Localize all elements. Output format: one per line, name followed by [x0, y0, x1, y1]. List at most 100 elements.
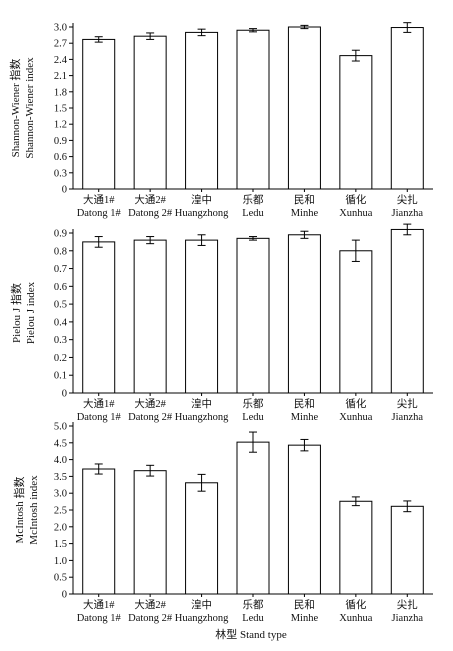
y-tick-label: 0.6 [54, 282, 67, 293]
bar [185, 239, 219, 394]
y-tick-label: 5.0 [54, 422, 67, 433]
bar [339, 55, 373, 190]
x-tick-label-en: Ledu [242, 412, 264, 423]
y-tick-label: 2.7 [54, 39, 67, 50]
x-tick-label-zh: 民和 [294, 194, 315, 206]
y-tick-label: 1.5 [54, 104, 67, 115]
y-tick-label: 0.5 [54, 300, 67, 311]
x-tick-label-en: Huangzhong [175, 412, 229, 423]
x-tick-label-en: Minhe [291, 613, 319, 624]
y-tick-label: 2.5 [54, 506, 67, 517]
y-tick-label: 1.2 [54, 120, 67, 131]
x-tick-label-zh: 乐都 [243, 599, 264, 611]
bar [236, 441, 270, 595]
y-tick-label: 0 [62, 389, 67, 400]
x-tick-label-en: Huangzhong [175, 208, 229, 219]
y-tick-label: 0.6 [54, 152, 67, 163]
x-tick-label-en: Jianzha [392, 208, 424, 219]
y-tick-label: 0.9 [54, 136, 67, 147]
bar [236, 29, 270, 190]
x-tick-label-en: Minhe [291, 412, 319, 423]
x-tick-label-en: Datong 1# [77, 613, 122, 624]
y-axis-label: McIntosh 指数 [12, 477, 26, 544]
x-tick-label-zh: 尖扎 [397, 193, 418, 206]
x-tick-label-zh: 循化 [345, 193, 366, 206]
y-axis-label: Pielou J 指数 [9, 283, 23, 343]
y-tick-label: 0.3 [54, 335, 67, 346]
bar [287, 26, 321, 190]
y-tick-label: 3.0 [54, 23, 67, 34]
bar [390, 505, 424, 595]
y-axis-label: Pielou J index [25, 281, 37, 344]
x-tick-label-zh: 大通1# [83, 397, 115, 410]
bar [82, 468, 116, 595]
bar [287, 444, 321, 595]
y-tick-label: 0.7 [54, 264, 67, 275]
y-tick-label: 2.4 [54, 55, 68, 66]
y-tick-label: 2.0 [54, 522, 67, 533]
x-tick-label-zh: 尖扎 [397, 598, 418, 611]
x-tick-label-zh: 民和 [294, 398, 315, 410]
bar [390, 27, 424, 190]
x-tick-label-en: Datong 2# [128, 412, 173, 423]
y-tick-label: 0.3 [54, 168, 67, 179]
bar [339, 250, 373, 394]
y-tick-label: 0.1 [54, 371, 67, 382]
bar [390, 228, 424, 394]
y-tick-label: 0.5 [54, 573, 67, 584]
bar [339, 500, 373, 595]
y-axis-label: Shannon-Wiener index [24, 57, 36, 159]
x-tick-label-zh: 乐都 [243, 398, 264, 410]
x-tick-label-en: Datong 1# [77, 412, 122, 423]
x-tick-label-zh: 大通1# [83, 193, 115, 206]
x-tick-label-en: Datong 2# [128, 613, 173, 624]
y-tick-label: 4.5 [54, 438, 67, 449]
bar [82, 38, 116, 190]
x-tick-label-zh: 尖扎 [397, 397, 418, 410]
x-tick-label-zh: 民和 [294, 599, 315, 611]
x-tick-label-en: Ledu [242, 613, 264, 624]
x-tick-label-zh: 大通2# [134, 397, 166, 410]
x-tick-label-zh: 大通1# [83, 598, 115, 611]
y-tick-label: 1.8 [54, 87, 67, 98]
x-tick-label-zh: 大通2# [134, 598, 166, 611]
y-tick-label: 0 [62, 185, 67, 196]
x-tick-label-en: Jianzha [392, 613, 424, 624]
y-tick-label: 1.0 [54, 556, 67, 567]
x-tick-label-en: Datong 2# [128, 208, 173, 219]
y-axis-label: Shannon-Wiener 指数 [8, 59, 22, 158]
x-tick-label-zh: 湟中 [191, 598, 212, 611]
x-tick-label-en: Huangzhong [175, 613, 229, 624]
x-tick-label-en: Xunhua [339, 412, 373, 423]
x-tick-label-zh: 湟中 [191, 193, 212, 206]
bar [185, 482, 219, 595]
x-tick-label-zh: 湟中 [191, 397, 212, 410]
y-tick-label: 0.2 [54, 353, 67, 364]
y-tick-label: 0.9 [54, 229, 67, 240]
bar [236, 237, 270, 394]
x-tick-label-en: Ledu [242, 208, 264, 219]
x-axis-label: 林型 Stand type [215, 627, 287, 641]
x-tick-label-zh: 大通2# [134, 193, 166, 206]
bar [133, 239, 167, 394]
bar [133, 35, 167, 190]
y-axis-label: McIntosh index [28, 475, 40, 545]
x-tick-label-en: Xunhua [339, 613, 373, 624]
x-tick-label-en: Jianzha [392, 412, 424, 423]
y-tick-label: 3.5 [54, 472, 67, 483]
bar [82, 241, 116, 394]
y-tick-label: 4.0 [54, 455, 67, 466]
bar [133, 470, 167, 595]
x-tick-label-en: Minhe [291, 208, 319, 219]
bar [287, 234, 321, 394]
y-tick-label: 3.0 [54, 489, 67, 500]
y-tick-label: 0.4 [54, 317, 68, 328]
x-tick-label-zh: 循化 [345, 397, 366, 410]
bar [185, 31, 219, 190]
x-tick-label-en: Xunhua [339, 208, 373, 219]
x-tick-label-zh: 乐都 [243, 194, 264, 206]
y-tick-label: 0.8 [54, 246, 67, 257]
y-tick-label: 1.5 [54, 539, 67, 550]
x-tick-label-en: Datong 1# [77, 208, 122, 219]
